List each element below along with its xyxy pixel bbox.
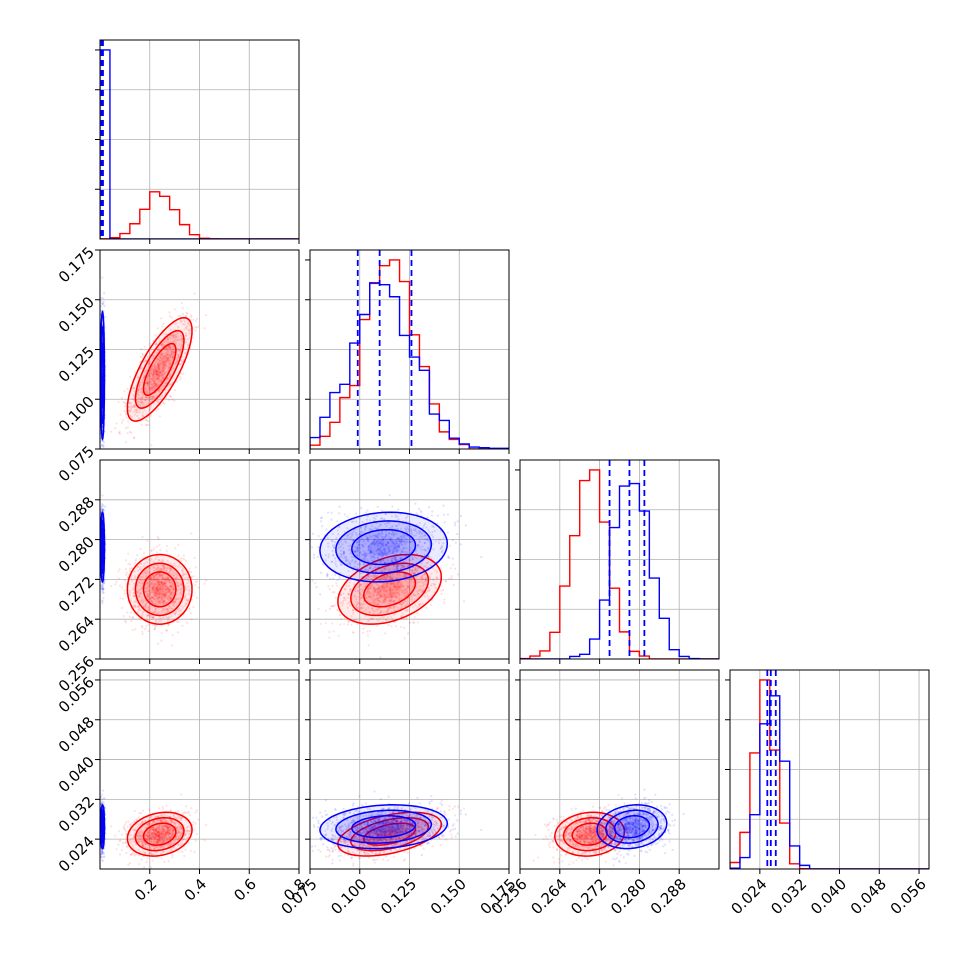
panel-content [100, 460, 299, 659]
histogram-red [100, 191, 299, 239]
panel-content [100, 40, 299, 239]
contour-red [151, 828, 168, 840]
contour-red [126, 316, 193, 422]
x-tick-label: 0.125 [377, 875, 420, 918]
histogram-blue [520, 482, 719, 659]
contour-blue [100, 528, 105, 566]
y-tick-label: 0.288 [55, 493, 98, 536]
contour-red [151, 356, 168, 383]
x-tick-label: 0.4 [181, 875, 211, 905]
panel-content [310, 670, 509, 869]
contour-blue [102, 538, 103, 556]
contour-red [134, 562, 185, 617]
contour-blue [102, 821, 103, 833]
contour-blue [351, 815, 417, 839]
contour-red [142, 822, 177, 846]
histogram-red [520, 469, 719, 659]
y-tick-label: 0.024 [55, 832, 98, 875]
x-tick-label: 0.048 [847, 875, 890, 918]
contour-red [376, 580, 403, 598]
contour-blue [100, 815, 105, 839]
contour-blue [100, 341, 105, 409]
y-tick-label: 0.280 [55, 533, 98, 576]
panel-2-1 [305, 459, 510, 664]
contour-red [362, 571, 417, 608]
contour-blue [367, 821, 400, 833]
y-tick-label: 0.175 [55, 243, 98, 286]
y-tick-label: 0.075 [55, 442, 98, 485]
panel-content [310, 250, 509, 449]
contour-blue [102, 359, 103, 392]
x-tick-label: 0.6 [230, 875, 260, 905]
panel-0-0 [95, 39, 300, 244]
histogram-blue [730, 695, 929, 869]
x-tick-label: 0.272 [567, 875, 610, 918]
histogram-blue [310, 282, 509, 449]
scatter-red [110, 532, 208, 659]
histogram-red [730, 679, 929, 869]
y-tick-label: 0.150 [55, 293, 98, 336]
contour-red [126, 811, 193, 857]
x-tick-label: 0.056 [887, 875, 930, 918]
contour-red [350, 562, 430, 617]
contour-red [134, 329, 185, 409]
panel-content [520, 460, 719, 659]
contour-blue [367, 538, 400, 556]
x-tick-label: 0.032 [767, 875, 810, 918]
y-tick-label: 0.032 [55, 793, 98, 836]
contour-red [126, 553, 193, 625]
panel-3-0 [95, 669, 300, 874]
panel-2-0 [95, 459, 300, 664]
panel-content [730, 670, 929, 869]
y-tick-label: 0.264 [55, 612, 98, 655]
x-tick-label: 0.264 [527, 875, 570, 918]
panel-content [310, 460, 509, 659]
contour-blue [351, 528, 417, 566]
x-tick-label: 0.150 [427, 875, 470, 918]
scatter-red [314, 530, 466, 659]
contour-blue [623, 821, 641, 833]
panel-content [100, 670, 299, 869]
panel-frame [519, 669, 720, 870]
contour-red [142, 571, 177, 608]
panel-3-3 [725, 669, 930, 874]
y-tick-label: 0.100 [55, 393, 98, 436]
x-tick-label: 0.024 [727, 875, 770, 918]
panel-2-2 [515, 459, 720, 664]
x-tick-label: 0.280 [607, 875, 650, 918]
x-tick-label: 0.100 [327, 875, 370, 918]
panel-3-2 [515, 669, 720, 874]
panel-3-1 [305, 669, 510, 874]
contour-red [142, 342, 177, 397]
contour-blue [613, 815, 651, 839]
panel-1-1 [305, 249, 510, 454]
x-tick-label: 0.288 [647, 875, 690, 918]
x-tick-label: 0.040 [807, 875, 850, 918]
panel-content [100, 250, 299, 449]
panel-content [520, 670, 719, 869]
y-tick-label: 0.125 [55, 343, 98, 386]
x-tick-label: 0.2 [131, 875, 161, 905]
y-tick-label: 0.048 [55, 713, 98, 756]
contour-red [151, 580, 168, 599]
y-tick-label: 0.272 [55, 573, 98, 616]
contour-red [580, 828, 599, 840]
y-tick-label: 0.040 [55, 753, 98, 796]
panel-1-0 [95, 249, 300, 454]
